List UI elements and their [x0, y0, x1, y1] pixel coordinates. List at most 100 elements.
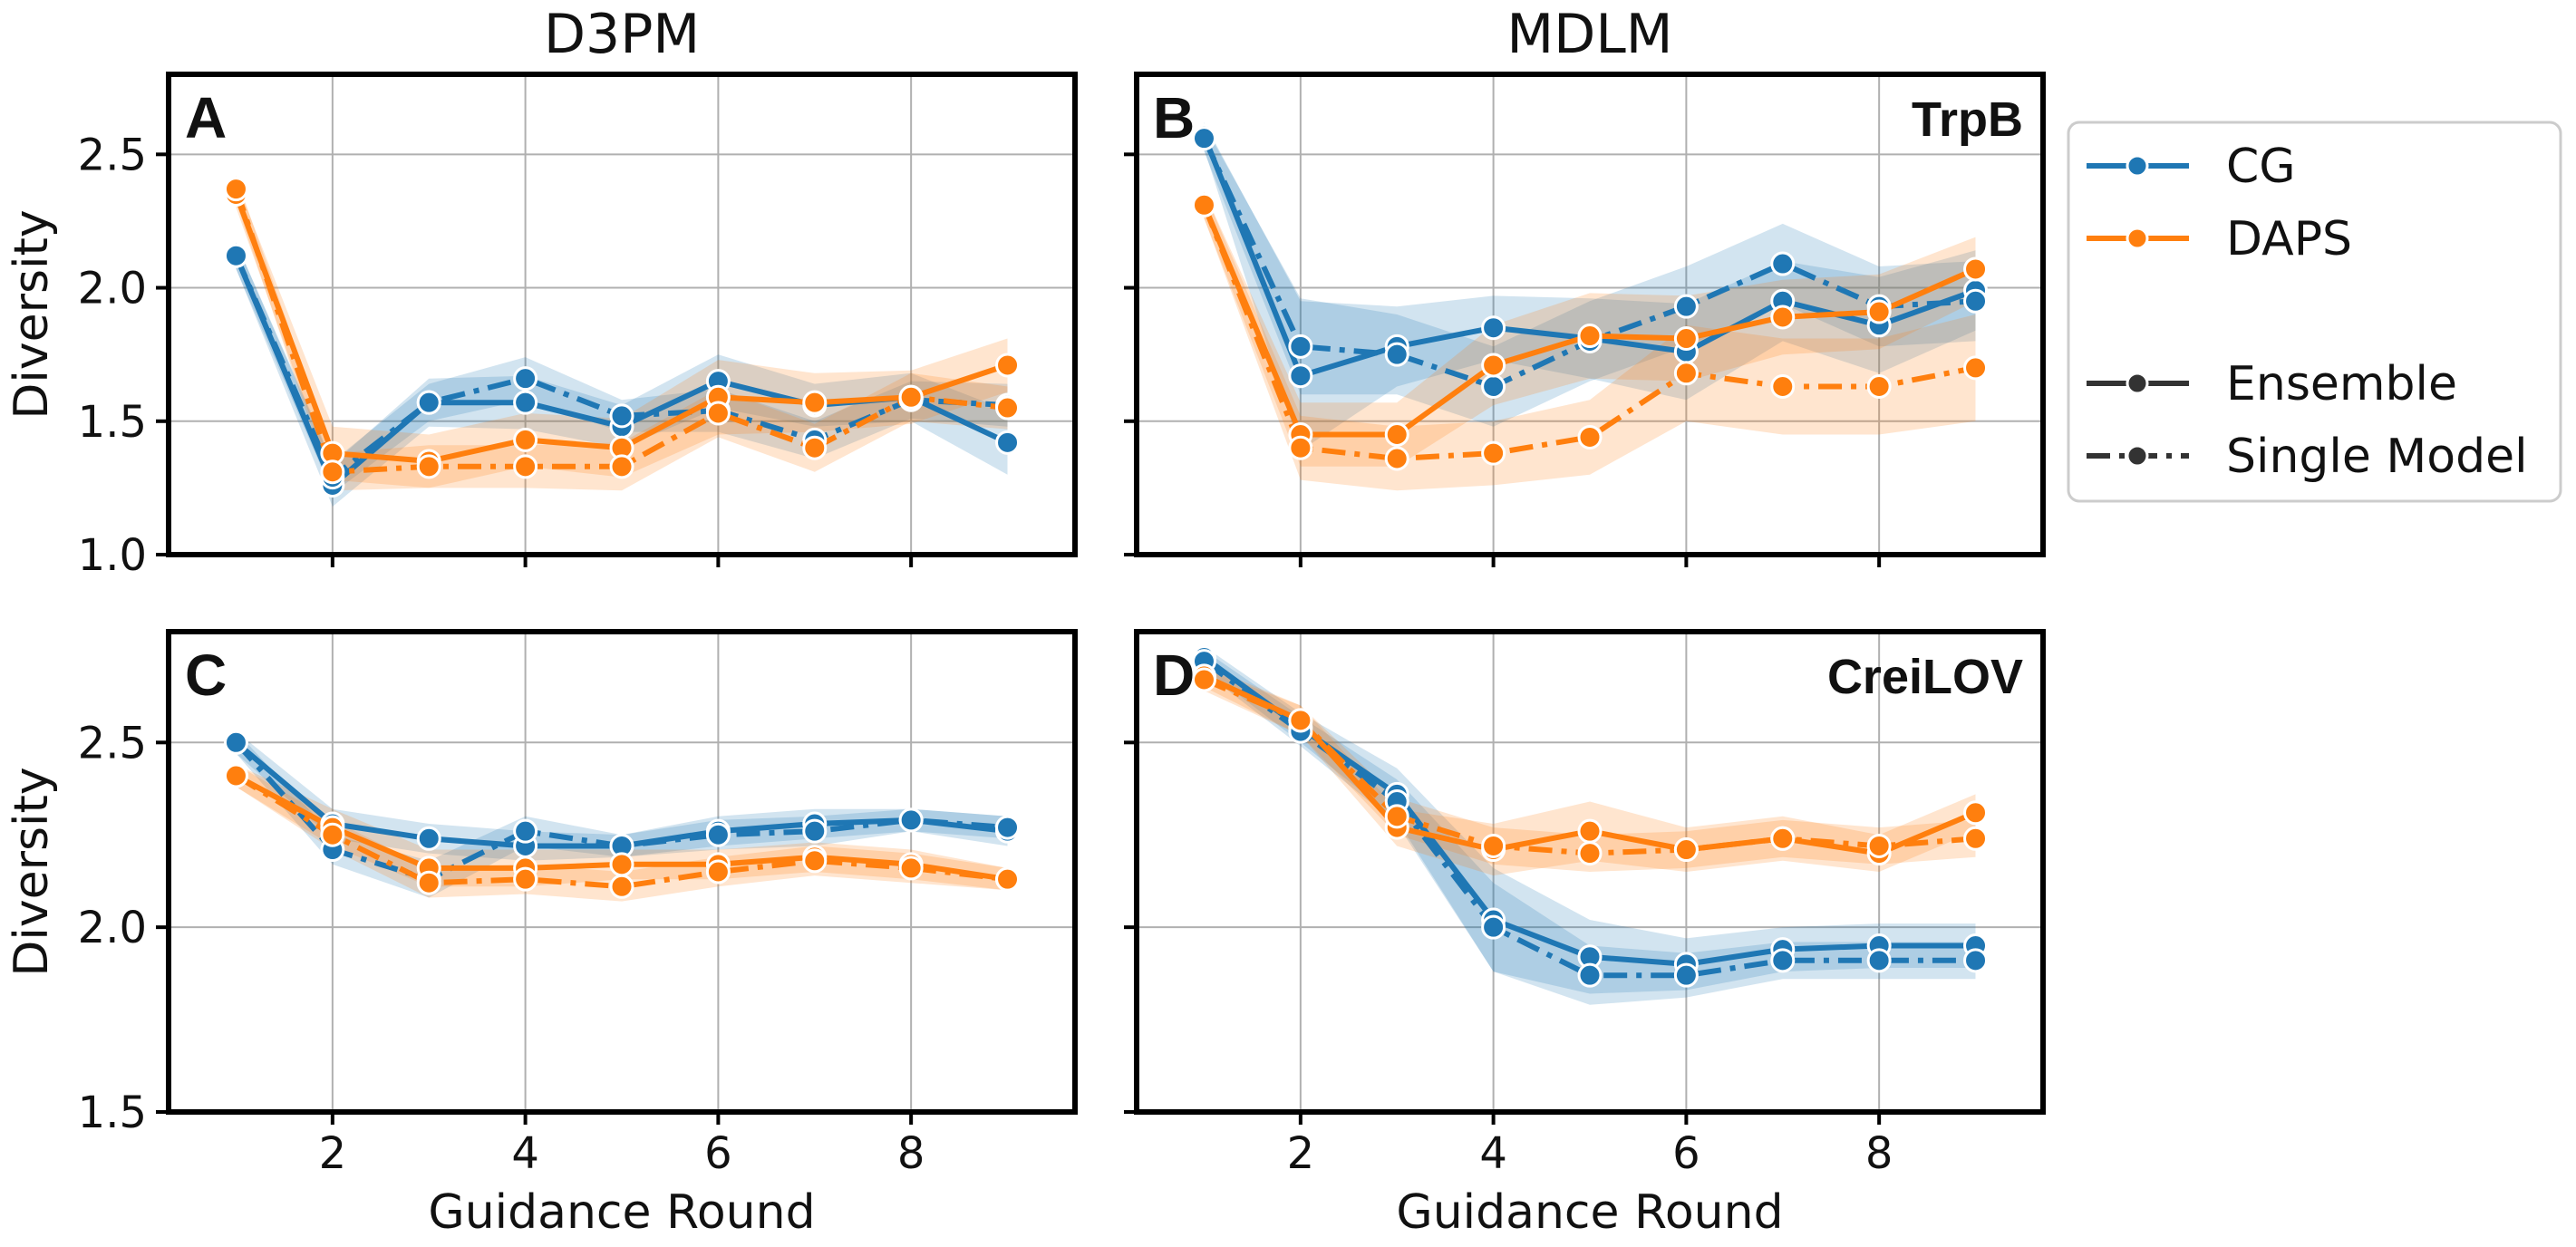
y-tick-label-a-0: 1.0 [78, 530, 147, 581]
y-tick-label-a-1: 1.5 [78, 397, 147, 448]
point-b-2-4 [1577, 324, 1603, 349]
series-group-a [223, 175, 1021, 507]
dataset-label-d: CreiLOV [1827, 650, 2023, 704]
point-b-2-7 [1866, 299, 1892, 324]
point-b-2-5 [1673, 326, 1699, 351]
point-c-1-3 [513, 818, 538, 844]
panel-b: B TrpB [1124, 72, 2046, 567]
point-a-3-5 [705, 401, 731, 426]
axes-frame-c [166, 629, 1078, 1115]
point-d-1-5 [1673, 962, 1699, 988]
point-b-3-8 [1963, 355, 1989, 381]
point-a-3-4 [609, 454, 634, 479]
point-d-3-3 [1481, 833, 1506, 858]
point-a-2-6 [802, 390, 828, 415]
point-b-1-0 [1191, 126, 1216, 151]
y-axis-label-c: Diversity [5, 767, 59, 976]
point-a-3-0 [223, 177, 248, 202]
band-c-1 [236, 731, 1008, 898]
series-group-b [1191, 122, 1989, 491]
band-b-0 [1204, 122, 1976, 451]
point-b-3-5 [1673, 361, 1699, 386]
point-b-0-3 [1481, 315, 1506, 341]
point-b-3-6 [1770, 374, 1796, 399]
x-tick-label-d-0: 2 [1287, 1128, 1315, 1179]
column-title-mdlm: MDLM [1506, 3, 1672, 66]
point-d-3-7 [1866, 833, 1892, 858]
point-d-3-0 [1191, 667, 1216, 692]
point-b-1-5 [1673, 294, 1699, 319]
point-b-3-7 [1866, 374, 1892, 399]
point-c-3-0 [223, 763, 248, 788]
point-d-1-7 [1866, 948, 1892, 973]
point-d-1-8 [1963, 948, 1989, 973]
point-c-3-8 [995, 866, 1021, 892]
point-a-3-7 [898, 384, 924, 410]
axes-frame-d [1134, 629, 2046, 1115]
y-tick-label-a-2: 2.0 [78, 264, 147, 314]
x-tick-label-c-1: 4 [511, 1128, 539, 1179]
point-d-2-8 [1963, 800, 1989, 826]
point-a-2-3 [513, 427, 538, 452]
point-b-2-2 [1384, 422, 1409, 447]
y-tick-label-c-2: 2.5 [78, 718, 147, 768]
point-c-1-8 [995, 815, 1021, 840]
point-b-3-4 [1577, 424, 1603, 450]
point-d-3-5 [1673, 837, 1699, 863]
point-a-1-0 [223, 243, 248, 268]
band-d-1 [1204, 650, 1976, 1005]
point-b-1-6 [1770, 251, 1796, 276]
point-d-3-8 [1963, 826, 1989, 851]
point-d-3-6 [1770, 826, 1796, 851]
x-tick-label-d-1: 4 [1479, 1128, 1507, 1179]
point-c-1-0 [223, 730, 248, 755]
legend-frame [2067, 121, 2562, 503]
point-d-2-4 [1577, 818, 1603, 844]
x-axis-label-d: Guidance Round [1396, 1185, 1783, 1240]
x-tick-label-c-0: 2 [319, 1128, 347, 1179]
point-d-1-4 [1577, 962, 1603, 988]
point-c-1-5 [705, 822, 731, 847]
legend-marker-cg [2126, 154, 2149, 178]
panel-c: 2 4 6 8 1.5 2.0 2.5 C Diversity Guidance Round [5, 629, 1078, 1240]
legend-entry-daps: DAPS [2087, 212, 2352, 266]
x-tick-label-d-2: 6 [1672, 1128, 1700, 1179]
point-b-1-1 [1288, 334, 1313, 359]
point-c-3-7 [898, 856, 924, 881]
point-b-2-8 [1963, 256, 1989, 282]
panel-letter-a: A [185, 85, 227, 150]
y-tick-label-c-1: 2.0 [78, 903, 147, 953]
legend-label-cg: CG [2226, 140, 2296, 194]
axes-frame-a [166, 72, 1078, 557]
point-d-1-6 [1770, 948, 1796, 973]
point-d-3-1 [1288, 708, 1313, 733]
y-tick-label-a-3: 2.5 [78, 130, 147, 180]
point-d-3-4 [1577, 841, 1603, 866]
point-b-2-6 [1770, 304, 1796, 330]
point-a-2-8 [995, 353, 1021, 378]
point-b-1-3 [1481, 374, 1506, 399]
panel-letter-d: D [1153, 643, 1195, 708]
x-tick-label-d-3: 8 [1865, 1128, 1893, 1179]
series-group-d [1191, 645, 1989, 1005]
legend-marker-daps [2126, 227, 2149, 250]
point-c-2-4 [609, 852, 634, 877]
x-tick-label-c-2: 6 [704, 1128, 732, 1179]
point-a-1-2 [416, 390, 441, 415]
point-b-1-8 [1963, 288, 1989, 314]
legend-label-ensemble: Ensemble [2226, 357, 2457, 411]
point-b-3-2 [1384, 446, 1409, 471]
point-c-1-6 [802, 818, 828, 844]
point-d-1-3 [1481, 914, 1506, 940]
point-c-3-3 [513, 866, 538, 892]
legend-label-single-model: Single Model [2226, 430, 2528, 484]
dataset-label-b: TrpB [1912, 92, 2023, 147]
point-d-3-2 [1384, 804, 1409, 829]
point-b-3-0 [1191, 192, 1216, 218]
point-a-0-3 [513, 390, 538, 415]
point-a-1-4 [609, 403, 634, 429]
point-a-0-8 [995, 430, 1021, 455]
y-tick-label-c-0: 1.5 [78, 1088, 147, 1138]
y-axis-label-a: Diversity [5, 209, 59, 419]
